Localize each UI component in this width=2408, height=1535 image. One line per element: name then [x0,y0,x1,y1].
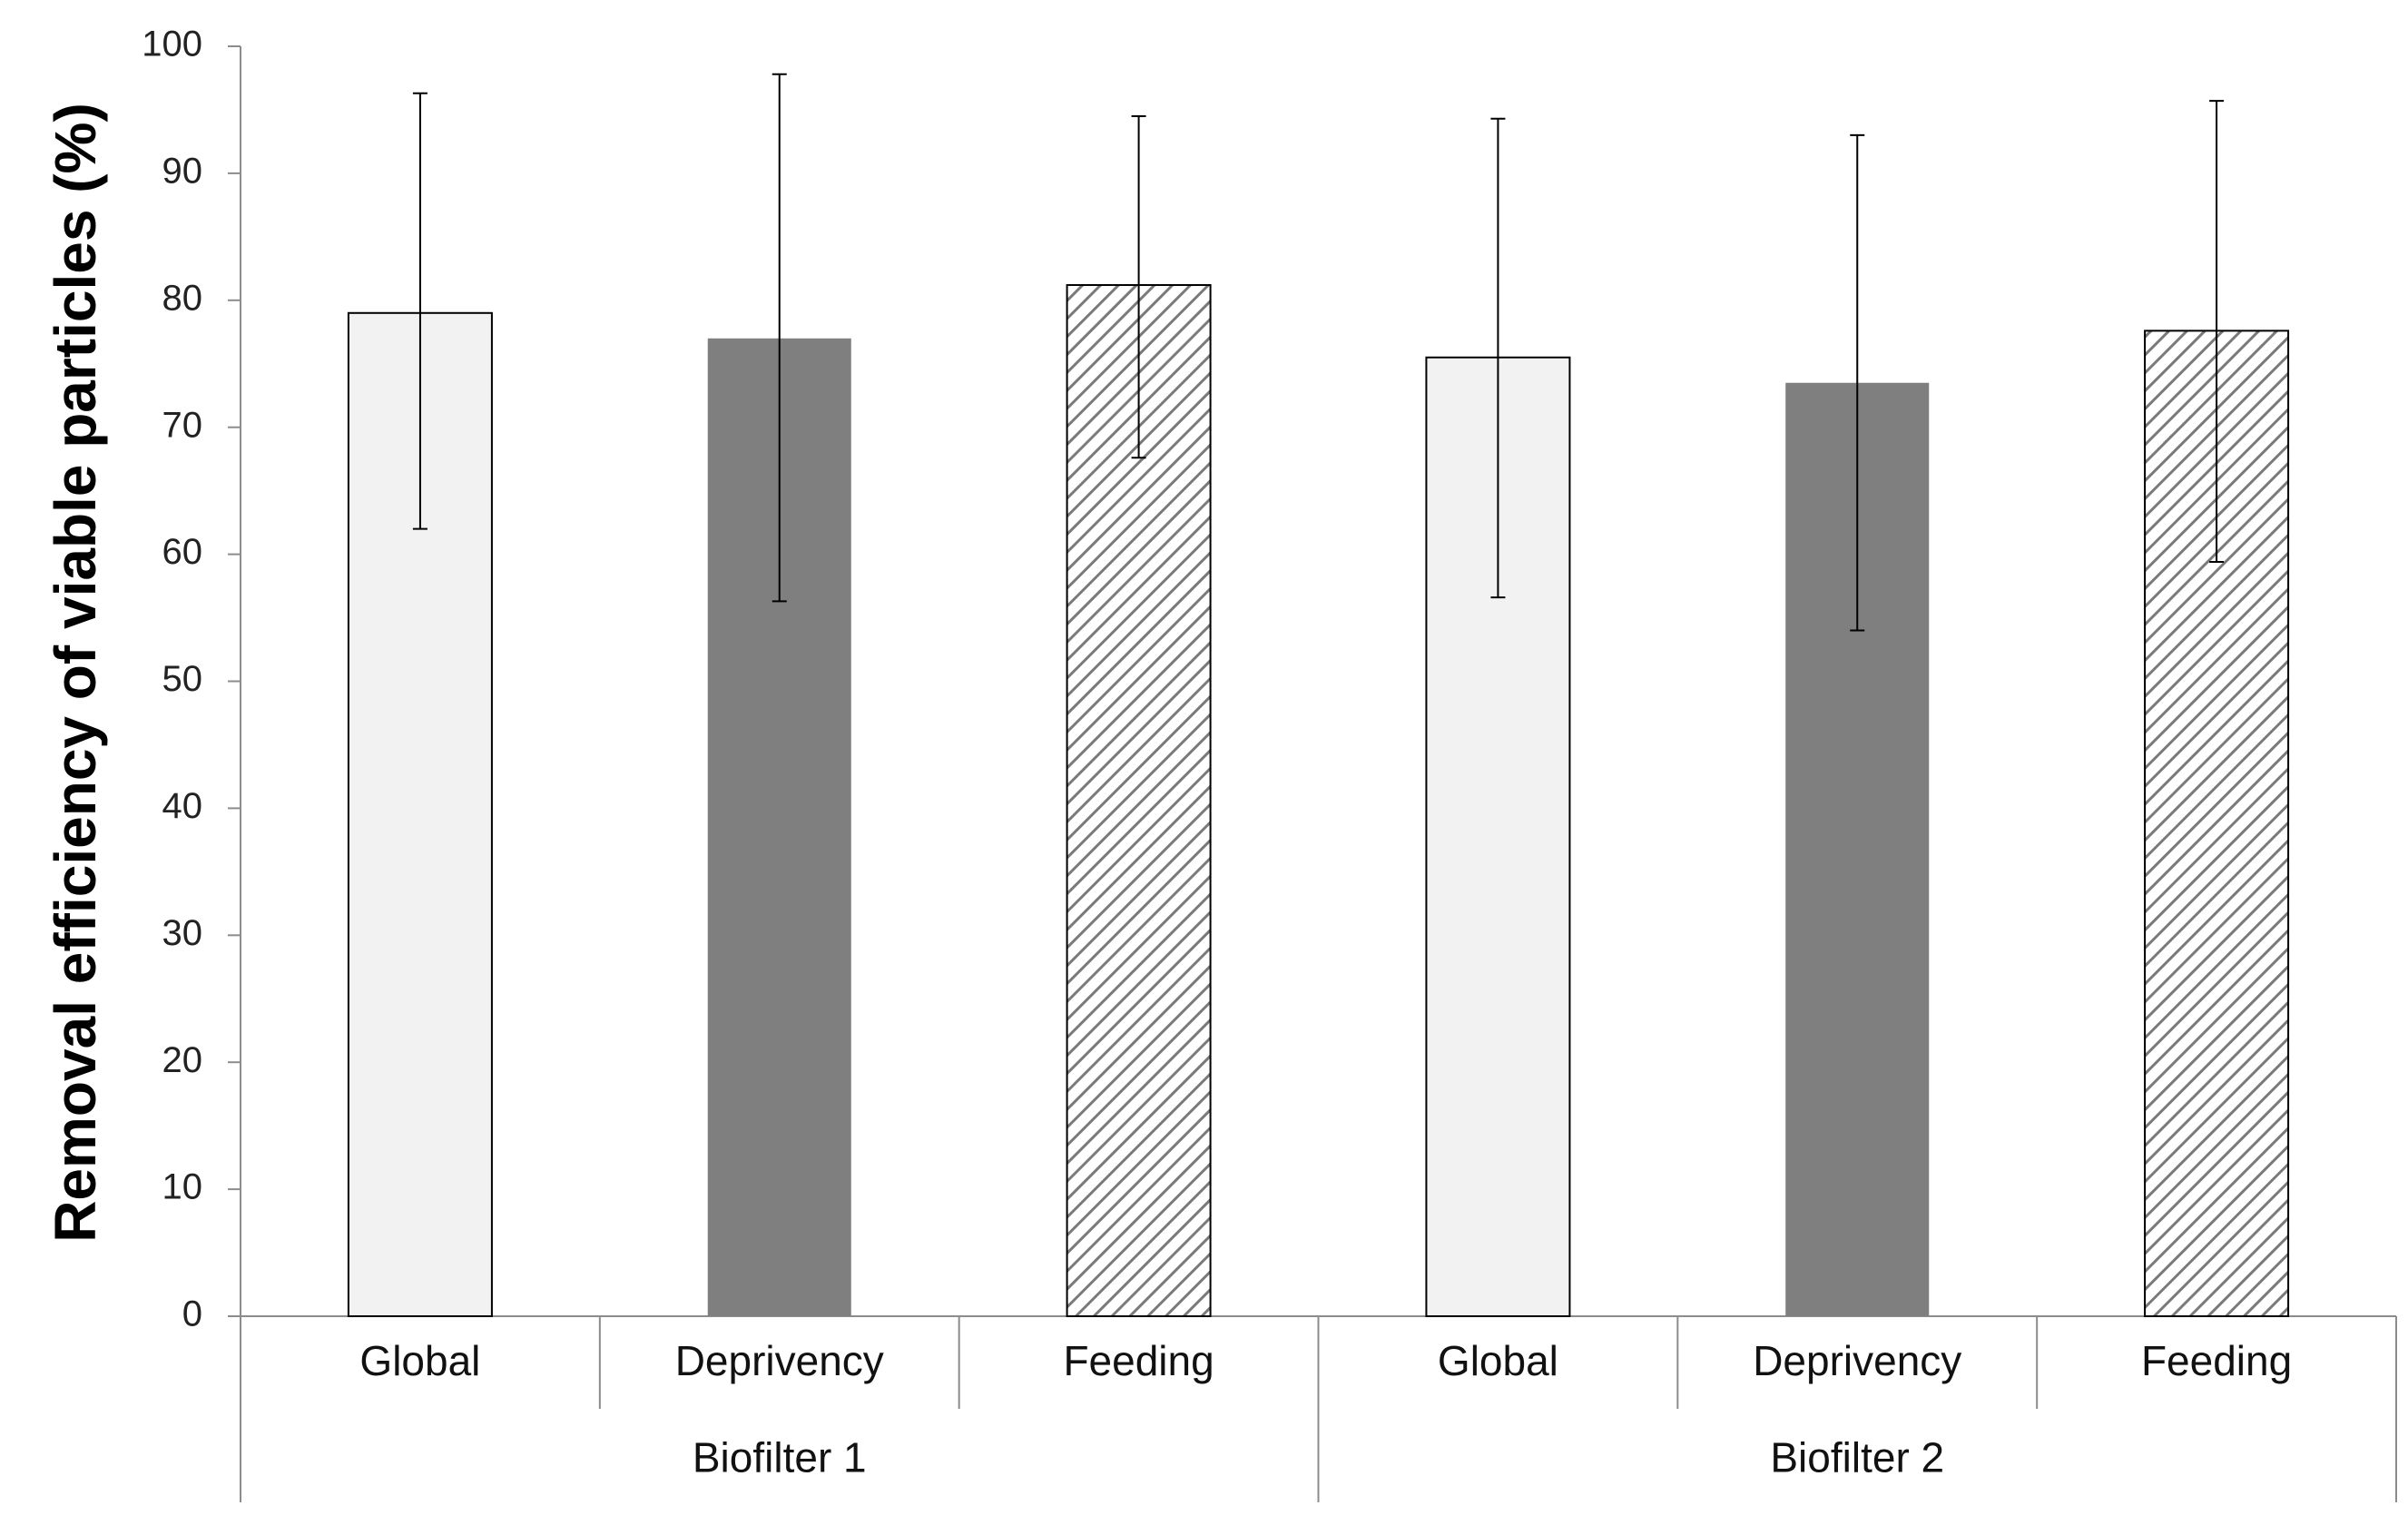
y-tick-label: 80 [162,278,203,318]
y-tick-label: 0 [182,1294,202,1334]
y-axis-title: Removal efficiency of viable particles (… [43,103,108,1243]
y-tick-label: 100 [142,25,202,64]
y-tick-label: 90 [162,151,203,191]
y-tick-label: 50 [162,659,203,699]
category-label: Deprivency [1753,1337,1961,1384]
category-label: Global [1438,1337,1558,1384]
group-labels: Biofilter 1 Biofilter 2 [693,1434,1944,1481]
error-bars [412,73,2225,632]
group-label: Biofilter 1 [693,1434,867,1481]
category-label: Global [359,1337,480,1384]
y-tick-label: 30 [162,913,203,953]
y-tick-label: 60 [162,532,203,572]
y-tick-label: 70 [162,405,203,445]
y-axis-ticks: 0 10 20 30 40 50 60 70 80 90 100 [142,25,241,1334]
category-label: Feeding [1063,1337,1214,1384]
y-tick-label: 10 [162,1167,203,1207]
bars [347,284,2290,1318]
group-label: Biofilter 2 [1770,1434,1944,1481]
category-label: Deprivency [675,1337,884,1384]
category-labels: Global Deprivency Feeding Global Deprivency F… [359,1337,2292,1384]
y-tick-label: 40 [162,786,203,826]
category-label: Feeding [2141,1337,2292,1384]
y-tick-label: 20 [162,1040,203,1080]
x-axis [240,1315,2397,1502]
